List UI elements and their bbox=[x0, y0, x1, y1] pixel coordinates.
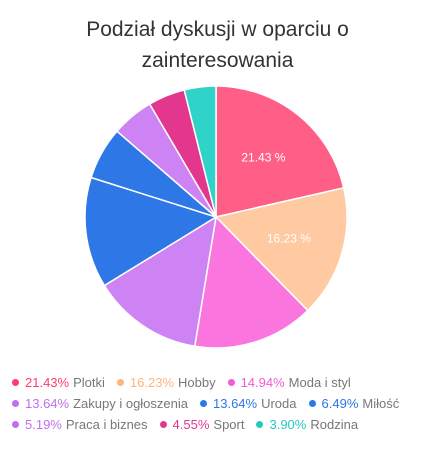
legend-label: Miłość bbox=[362, 396, 400, 411]
legend-row: 5.19% Praca i biznes 4.55% Sport 3.90% R… bbox=[12, 414, 427, 435]
legend-dot bbox=[12, 379, 19, 386]
pie-slice-plotki[interactable] bbox=[215, 85, 345, 218]
legend-dot bbox=[308, 400, 316, 407]
legend-percent: 21.43% bbox=[25, 375, 70, 390]
legend-percent: 16.23% bbox=[129, 375, 174, 390]
pie-data-label: 16.23 % bbox=[267, 231, 311, 245]
legend-label: Rodzina bbox=[310, 417, 359, 432]
pie-data-label: 21.43 % bbox=[241, 151, 285, 165]
legend-dot bbox=[159, 421, 167, 428]
legend-item-hobby[interactable]: 16.23% Hobby bbox=[116, 375, 216, 390]
legend-item-plotki[interactable]: 21.43% Plotki bbox=[12, 375, 105, 390]
legend-item-uroda[interactable]: 13.64% Uroda bbox=[200, 396, 297, 411]
legend-item-sport[interactable]: 4.55% Sport bbox=[159, 417, 245, 432]
pie-slice-zakupy-i-ogłoszenia[interactable] bbox=[103, 215, 218, 348]
legend-percent: 13.64% bbox=[213, 396, 258, 411]
legend-dot bbox=[200, 400, 207, 407]
pie-slice-rodzina[interactable] bbox=[183, 85, 217, 218]
legend-dot bbox=[12, 400, 19, 407]
legend-item-praca-i-biznes[interactable]: 5.19% Praca i biznes bbox=[12, 417, 148, 432]
legend: 21.43% Plotki 16.23% Hobby 14.94% Moda i… bbox=[12, 372, 427, 435]
pie-slice-uroda[interactable] bbox=[84, 176, 218, 287]
legend-label: Praca i biznes bbox=[65, 417, 148, 432]
legend-label: Hobby bbox=[177, 375, 216, 390]
legend-dot bbox=[116, 379, 124, 386]
legend-percent: 13.64% bbox=[25, 396, 70, 411]
legend-label: Zakupy i ogłoszenia bbox=[73, 396, 188, 411]
pie-slice-hobby[interactable] bbox=[214, 186, 348, 312]
legend-row: 13.64% Zakupy i ogłoszenia 13.64% Uroda … bbox=[12, 393, 427, 414]
legend-item-moda-i-styl[interactable]: 14.94% Moda i styl bbox=[227, 375, 351, 390]
pie-chart: 21.43 % 16.23 % bbox=[84, 85, 348, 349]
chart-title: Podział dyskusji w oparciu o zainteresow… bbox=[0, 14, 435, 76]
legend-item-zakupy-i-ogloszenia[interactable]: 13.64% Zakupy i ogłoszenia bbox=[12, 396, 188, 411]
pie-slice-moda-i-styl[interactable] bbox=[193, 215, 309, 349]
legend-label: Moda i styl bbox=[288, 375, 351, 390]
legend-percent: 3.90% bbox=[269, 417, 307, 432]
legend-percent: 6.49% bbox=[321, 396, 359, 411]
legend-item-rodzina[interactable]: 3.90% Rodzina bbox=[256, 417, 358, 432]
legend-percent: 4.55% bbox=[172, 417, 210, 432]
chart-title-line-1: Podział dyskusji w oparciu o bbox=[86, 18, 349, 41]
legend-dot bbox=[12, 421, 19, 428]
legend-dot bbox=[256, 421, 264, 428]
legend-label: Plotki bbox=[73, 375, 105, 390]
legend-percent: 5.19% bbox=[25, 417, 62, 432]
legend-item-milosc[interactable]: 6.49% Miłość bbox=[308, 396, 400, 411]
legend-dot bbox=[227, 379, 235, 386]
legend-label: Sport bbox=[213, 417, 245, 432]
legend-row: 21.43% Plotki 16.23% Hobby 14.94% Moda i… bbox=[12, 372, 427, 393]
legend-percent: 14.94% bbox=[240, 375, 285, 390]
chart-title-line-2: zainteresowania bbox=[141, 49, 294, 72]
legend-label: Uroda bbox=[261, 396, 297, 411]
